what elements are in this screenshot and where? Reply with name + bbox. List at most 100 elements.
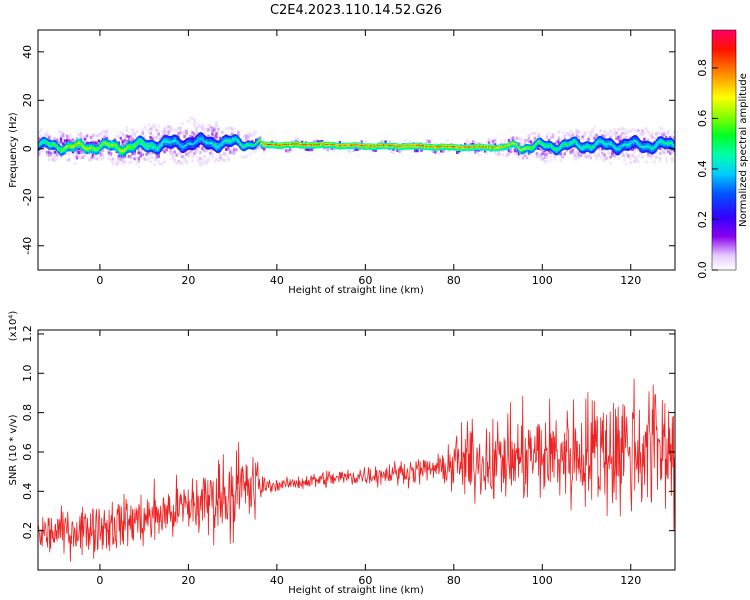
heatmap-cell bbox=[88, 145, 91, 148]
heatmap-cell bbox=[519, 153, 523, 157]
heatmap-cell bbox=[331, 146, 333, 149]
heatmap-cell bbox=[69, 139, 73, 143]
heatmap-cell bbox=[554, 150, 557, 153]
heatmap-cell bbox=[582, 144, 584, 148]
heatmap-cell bbox=[227, 142, 229, 145]
heatmap-cell bbox=[578, 149, 581, 152]
heatmap-cell bbox=[526, 149, 529, 153]
heatmap-cell bbox=[539, 142, 541, 146]
heatmap-cell bbox=[642, 150, 645, 153]
heatmap-cell bbox=[644, 148, 646, 151]
heatmap-cell bbox=[584, 148, 586, 151]
heatmap-cell bbox=[56, 149, 59, 153]
heatmap-cell bbox=[381, 146, 384, 150]
heatmap-cell bbox=[245, 155, 248, 159]
heatmap-cell bbox=[583, 155, 586, 159]
heatmap-cell bbox=[636, 138, 638, 141]
heatmap-cell bbox=[422, 147, 425, 150]
heatmap-cell bbox=[628, 148, 631, 151]
heatmap-cell bbox=[46, 146, 49, 149]
heatmap-cell bbox=[673, 152, 675, 155]
heatmap-cell bbox=[67, 145, 70, 148]
heatmap-cell bbox=[153, 163, 156, 166]
heatmap-cell bbox=[357, 146, 360, 149]
heatmap-cell bbox=[132, 150, 134, 153]
heatmap-cell bbox=[217, 138, 220, 142]
heatmap-cell bbox=[129, 135, 133, 139]
heatmap-cell bbox=[653, 160, 656, 164]
heatmap-cell bbox=[525, 138, 529, 142]
heatmap-cell bbox=[515, 149, 519, 153]
heatmap-cell bbox=[567, 139, 570, 142]
heatmap-cell bbox=[149, 151, 152, 155]
heatmap-cell bbox=[126, 148, 129, 152]
heatmap-cell bbox=[69, 133, 73, 137]
heatmap-cell bbox=[77, 147, 81, 151]
heatmap-cell bbox=[438, 151, 441, 155]
heatmap-cell bbox=[56, 148, 59, 151]
heatmap-cell bbox=[537, 139, 540, 142]
heatmap-cell bbox=[165, 126, 168, 130]
heatmap-cell bbox=[254, 146, 257, 149]
heatmap-cell bbox=[179, 151, 182, 155]
heatmap-cell bbox=[583, 132, 586, 136]
heatmap-cell bbox=[187, 137, 189, 141]
heatmap-cell bbox=[231, 145, 234, 149]
heatmap-cell bbox=[647, 143, 649, 146]
heatmap-cell bbox=[119, 158, 123, 162]
heatmap-cell bbox=[578, 143, 581, 146]
heatmap-cell bbox=[454, 148, 457, 151]
heatmap-cell bbox=[253, 142, 256, 145]
heatmap-cell bbox=[197, 133, 199, 137]
heatmap-cell bbox=[159, 142, 162, 145]
heatmap-cell bbox=[515, 141, 518, 145]
heatmap-cell bbox=[231, 137, 234, 140]
heatmap-cell bbox=[358, 146, 361, 149]
heatmap-cell bbox=[139, 144, 142, 148]
heatmap-cell bbox=[157, 132, 160, 136]
heatmap-cell bbox=[595, 153, 598, 157]
heatmap-cell bbox=[106, 139, 109, 142]
heatmap-cell bbox=[85, 144, 88, 147]
heatmap-cell bbox=[657, 146, 659, 149]
heatmap-cell bbox=[527, 134, 531, 138]
heatmap-cell bbox=[216, 150, 218, 153]
heatmap-cell bbox=[163, 135, 165, 139]
heatmap-cell bbox=[103, 143, 105, 147]
heatmap-cell bbox=[193, 137, 196, 140]
heatmap-cell bbox=[310, 149, 314, 153]
heatmap-cell bbox=[57, 130, 61, 134]
heatmap-cell bbox=[117, 143, 120, 146]
snr-x-ticks: 0 20 40 60 80 100 120 bbox=[96, 330, 641, 587]
heatmap-cell bbox=[613, 128, 616, 131]
heatmap-cell bbox=[629, 161, 632, 165]
heatmap-cell bbox=[668, 137, 670, 141]
heatmap-cell bbox=[196, 139, 198, 143]
heatmap-cell bbox=[478, 147, 480, 151]
heatmap-cell bbox=[92, 151, 94, 154]
heatmap-cell bbox=[205, 146, 207, 149]
heatmap-cell bbox=[573, 153, 576, 157]
heatmap-cell bbox=[539, 157, 543, 161]
heatmap-cell bbox=[129, 139, 133, 143]
heatmap-cell bbox=[609, 138, 612, 141]
heatmap-cell bbox=[475, 151, 479, 155]
heatmap-cell bbox=[376, 147, 378, 150]
heatmap-cell bbox=[284, 145, 287, 149]
heatmap-cell bbox=[97, 139, 101, 143]
heatmap-cell bbox=[124, 148, 126, 152]
heatmap-cell bbox=[139, 135, 142, 138]
heatmap-cell bbox=[46, 153, 49, 157]
heatmap-cell bbox=[525, 149, 528, 153]
heatmap-cell bbox=[587, 145, 590, 148]
heatmap-cell bbox=[136, 137, 138, 140]
heatmap-cell bbox=[216, 140, 218, 143]
heatmap-cell bbox=[74, 146, 77, 149]
heatmap-cell bbox=[598, 138, 601, 141]
heatmap-cell bbox=[496, 148, 499, 152]
heatmap-cell bbox=[92, 145, 94, 148]
heatmap-cell bbox=[292, 145, 294, 148]
heatmap-cell bbox=[122, 150, 124, 153]
heatmap-cell bbox=[80, 141, 82, 144]
heatmap-cell bbox=[190, 145, 193, 148]
